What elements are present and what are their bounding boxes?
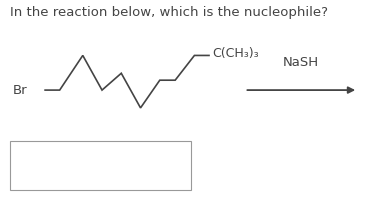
Text: C(CH₃)₃: C(CH₃)₃ [213,47,259,60]
Text: NaSH: NaSH [283,56,319,69]
Text: Br: Br [13,84,28,97]
Text: In the reaction below, which is the nucleophile?: In the reaction below, which is the nucl… [10,6,328,19]
Bar [10,141,191,190]
